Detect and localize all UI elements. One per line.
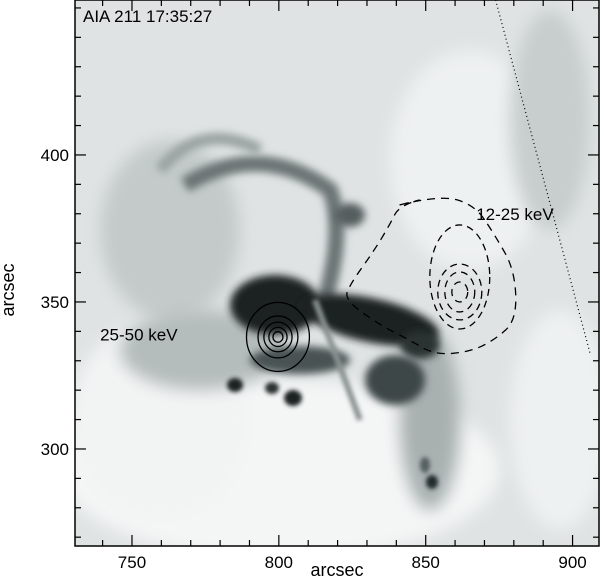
contour-25-50kev (245, 301, 311, 373)
x-axis-label: arcsec (310, 560, 363, 580)
contour-12-25kev (429, 224, 491, 330)
y-tick-label: 400 (41, 146, 69, 165)
image-title: AIA 211 17:35:27 (83, 7, 212, 26)
annotation-25-50kev: 25-50 keV (100, 325, 178, 344)
y-tick-label: 300 (41, 440, 69, 459)
contour-12-25kev (437, 263, 483, 321)
contour-25-50kev (263, 321, 293, 353)
euv-image (75, 0, 599, 546)
x-tick-label: 800 (265, 553, 293, 572)
y-tick-label: 350 (41, 293, 69, 312)
contour-12-25kev (444, 271, 476, 313)
y-axis-label: arcsec (0, 263, 18, 316)
contour-12-25kev (451, 281, 469, 303)
contour-25-50kev (268, 326, 288, 348)
contour-12-25kev-outer (346, 197, 517, 355)
x-tick-label: 900 (558, 553, 586, 572)
x-tick-label: 750 (118, 553, 146, 572)
x-tick-label: 850 (412, 553, 440, 572)
contour-25-50kev (257, 315, 299, 359)
annotation-12-25kev: 12-25 keV (476, 205, 554, 224)
contour-25-50kev (272, 331, 284, 343)
